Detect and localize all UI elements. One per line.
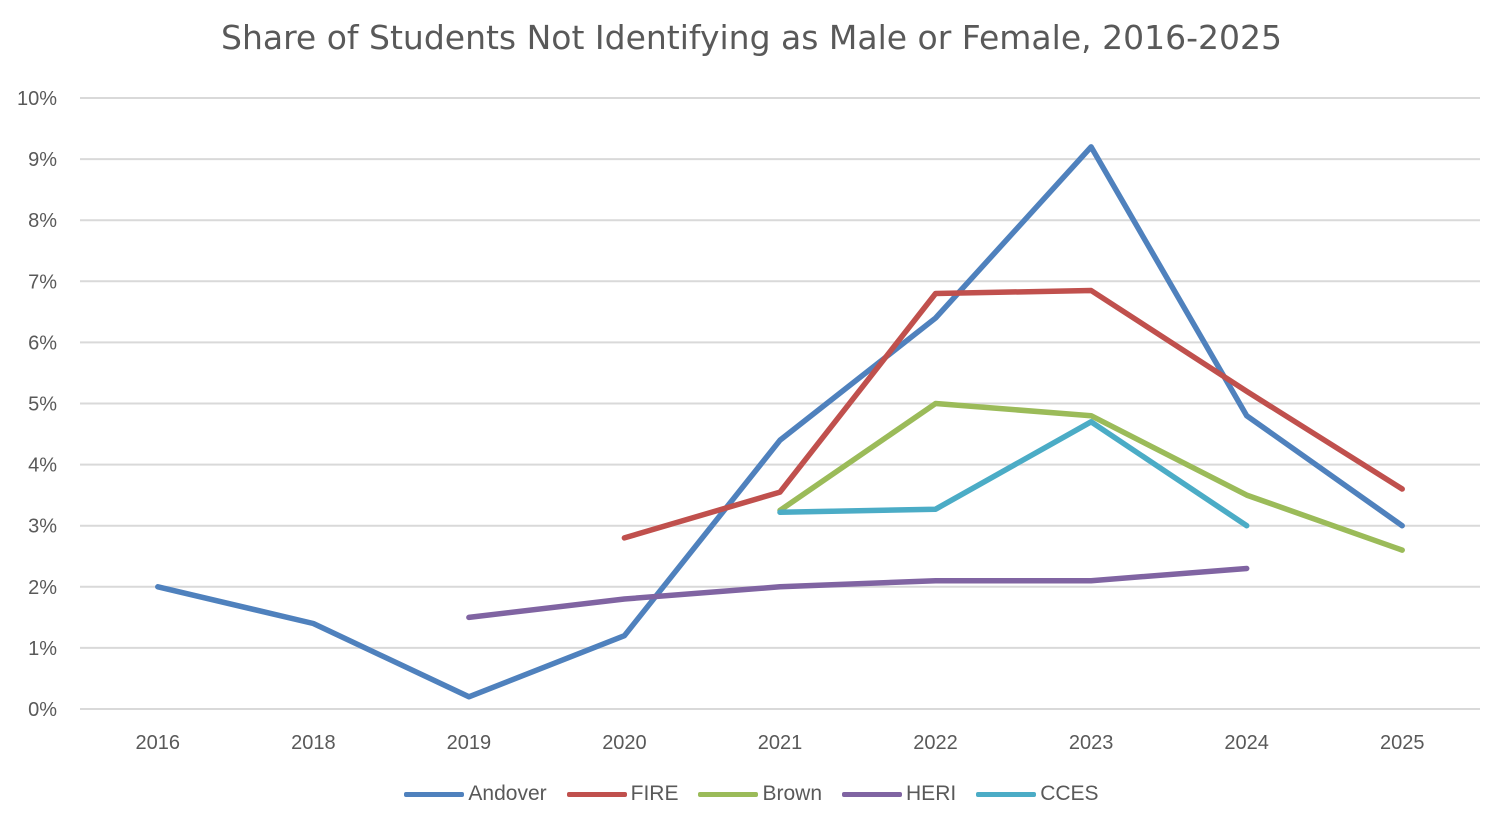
x-tick-label: 2023 — [1069, 732, 1114, 754]
y-tick-label: 4% — [28, 455, 57, 477]
x-tick-label: 2025 — [1380, 732, 1425, 754]
x-tick-label: 2022 — [913, 732, 958, 754]
legend: Andover FIRE Brown HERI CCES — [0, 782, 1503, 806]
legend-swatch — [842, 791, 903, 797]
y-tick-label: 8% — [28, 210, 57, 232]
legend-label: CCES — [1040, 782, 1099, 805]
y-tick-label: 9% — [28, 149, 57, 171]
legend-swatch — [698, 791, 759, 797]
legend-item-brown: Brown — [698, 782, 822, 806]
series-line-heri — [466, 565, 1250, 621]
series-lines — [155, 144, 1405, 700]
legend-label: HERI — [906, 782, 957, 805]
legend-swatch — [976, 791, 1037, 797]
y-tick-label: 1% — [28, 638, 57, 660]
series-line-fire — [621, 287, 1405, 541]
legend-label: Brown — [762, 782, 823, 805]
series-line-cces — [777, 419, 1250, 529]
y-tick-label: 2% — [28, 577, 57, 599]
x-tick-label: 2018 — [291, 732, 336, 754]
legend-item-cces: CCES — [976, 782, 1099, 806]
y-tick-label: 0% — [28, 699, 57, 721]
legend-swatch — [404, 791, 465, 797]
x-axis-tick-labels: 2016 2018 2019 2020 2021 2022 2023 2024 2025 — [136, 732, 1425, 754]
y-tick-label: 10% — [17, 88, 57, 110]
y-axis-tick-labels: 0% 1% 2% 3% 4% 5% 6% 7% 8% 9% 10% — [17, 88, 57, 721]
y-tick-label: 6% — [28, 332, 57, 354]
legend-item-heri: HERI — [842, 782, 956, 806]
y-tick-label: 7% — [28, 271, 57, 293]
legend-label: Andover — [468, 782, 547, 805]
x-tick-label: 2016 — [136, 732, 181, 754]
y-tick-label: 3% — [28, 516, 57, 538]
y-tick-label: 5% — [28, 394, 57, 416]
x-tick-label: 2021 — [758, 732, 803, 754]
chart-title: Share of Students Not Identifying as Mal… — [221, 18, 1282, 57]
legend-swatch — [566, 791, 627, 797]
legend-item-fire: FIRE — [566, 782, 679, 806]
x-tick-label: 2020 — [602, 732, 647, 754]
series-line-andover — [155, 144, 1405, 700]
x-tick-label: 2019 — [447, 732, 492, 754]
legend-item-andover: Andover — [404, 782, 547, 806]
legend-label: FIRE — [630, 782, 679, 805]
series-line-brown — [777, 400, 1405, 553]
x-tick-label: 2024 — [1224, 732, 1269, 754]
